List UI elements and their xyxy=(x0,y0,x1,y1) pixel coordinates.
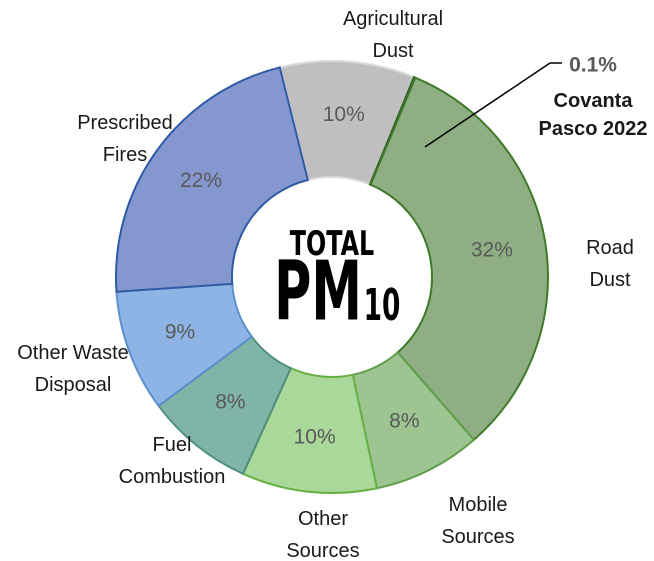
category-label: Fuel Combustion xyxy=(119,434,226,488)
value-label: 10% xyxy=(294,426,336,449)
leader-line xyxy=(424,62,551,148)
value-label: 8% xyxy=(215,391,245,414)
center-line1: TOTAL xyxy=(290,224,374,263)
donut xyxy=(115,60,549,494)
category-label: Mobile Sources xyxy=(441,494,514,548)
category-label: Road Dust xyxy=(586,237,634,291)
value-label: 22% xyxy=(180,169,222,192)
category-label: Other Sources xyxy=(286,508,359,561)
category-label: Prescribed Fires xyxy=(77,112,173,166)
value-label: 32% xyxy=(471,239,513,262)
category-label: Other Waste Disposal xyxy=(17,342,129,396)
category-label: Agricultural Dust xyxy=(343,8,443,62)
value-label: 10% xyxy=(323,103,365,126)
labels: 10% Agricultural Dust 0.1% Covanta Pasco 2022… xyxy=(17,8,647,561)
slice xyxy=(115,66,310,293)
value-label: 8% xyxy=(389,409,419,432)
center-sub: 10 xyxy=(364,279,401,331)
value-label: 9% xyxy=(165,321,195,344)
category-label: Covanta Pasco 2022 xyxy=(539,90,648,140)
center-main: PM xyxy=(274,245,362,340)
value-label: 0.1% xyxy=(569,54,617,77)
slice xyxy=(369,76,549,442)
